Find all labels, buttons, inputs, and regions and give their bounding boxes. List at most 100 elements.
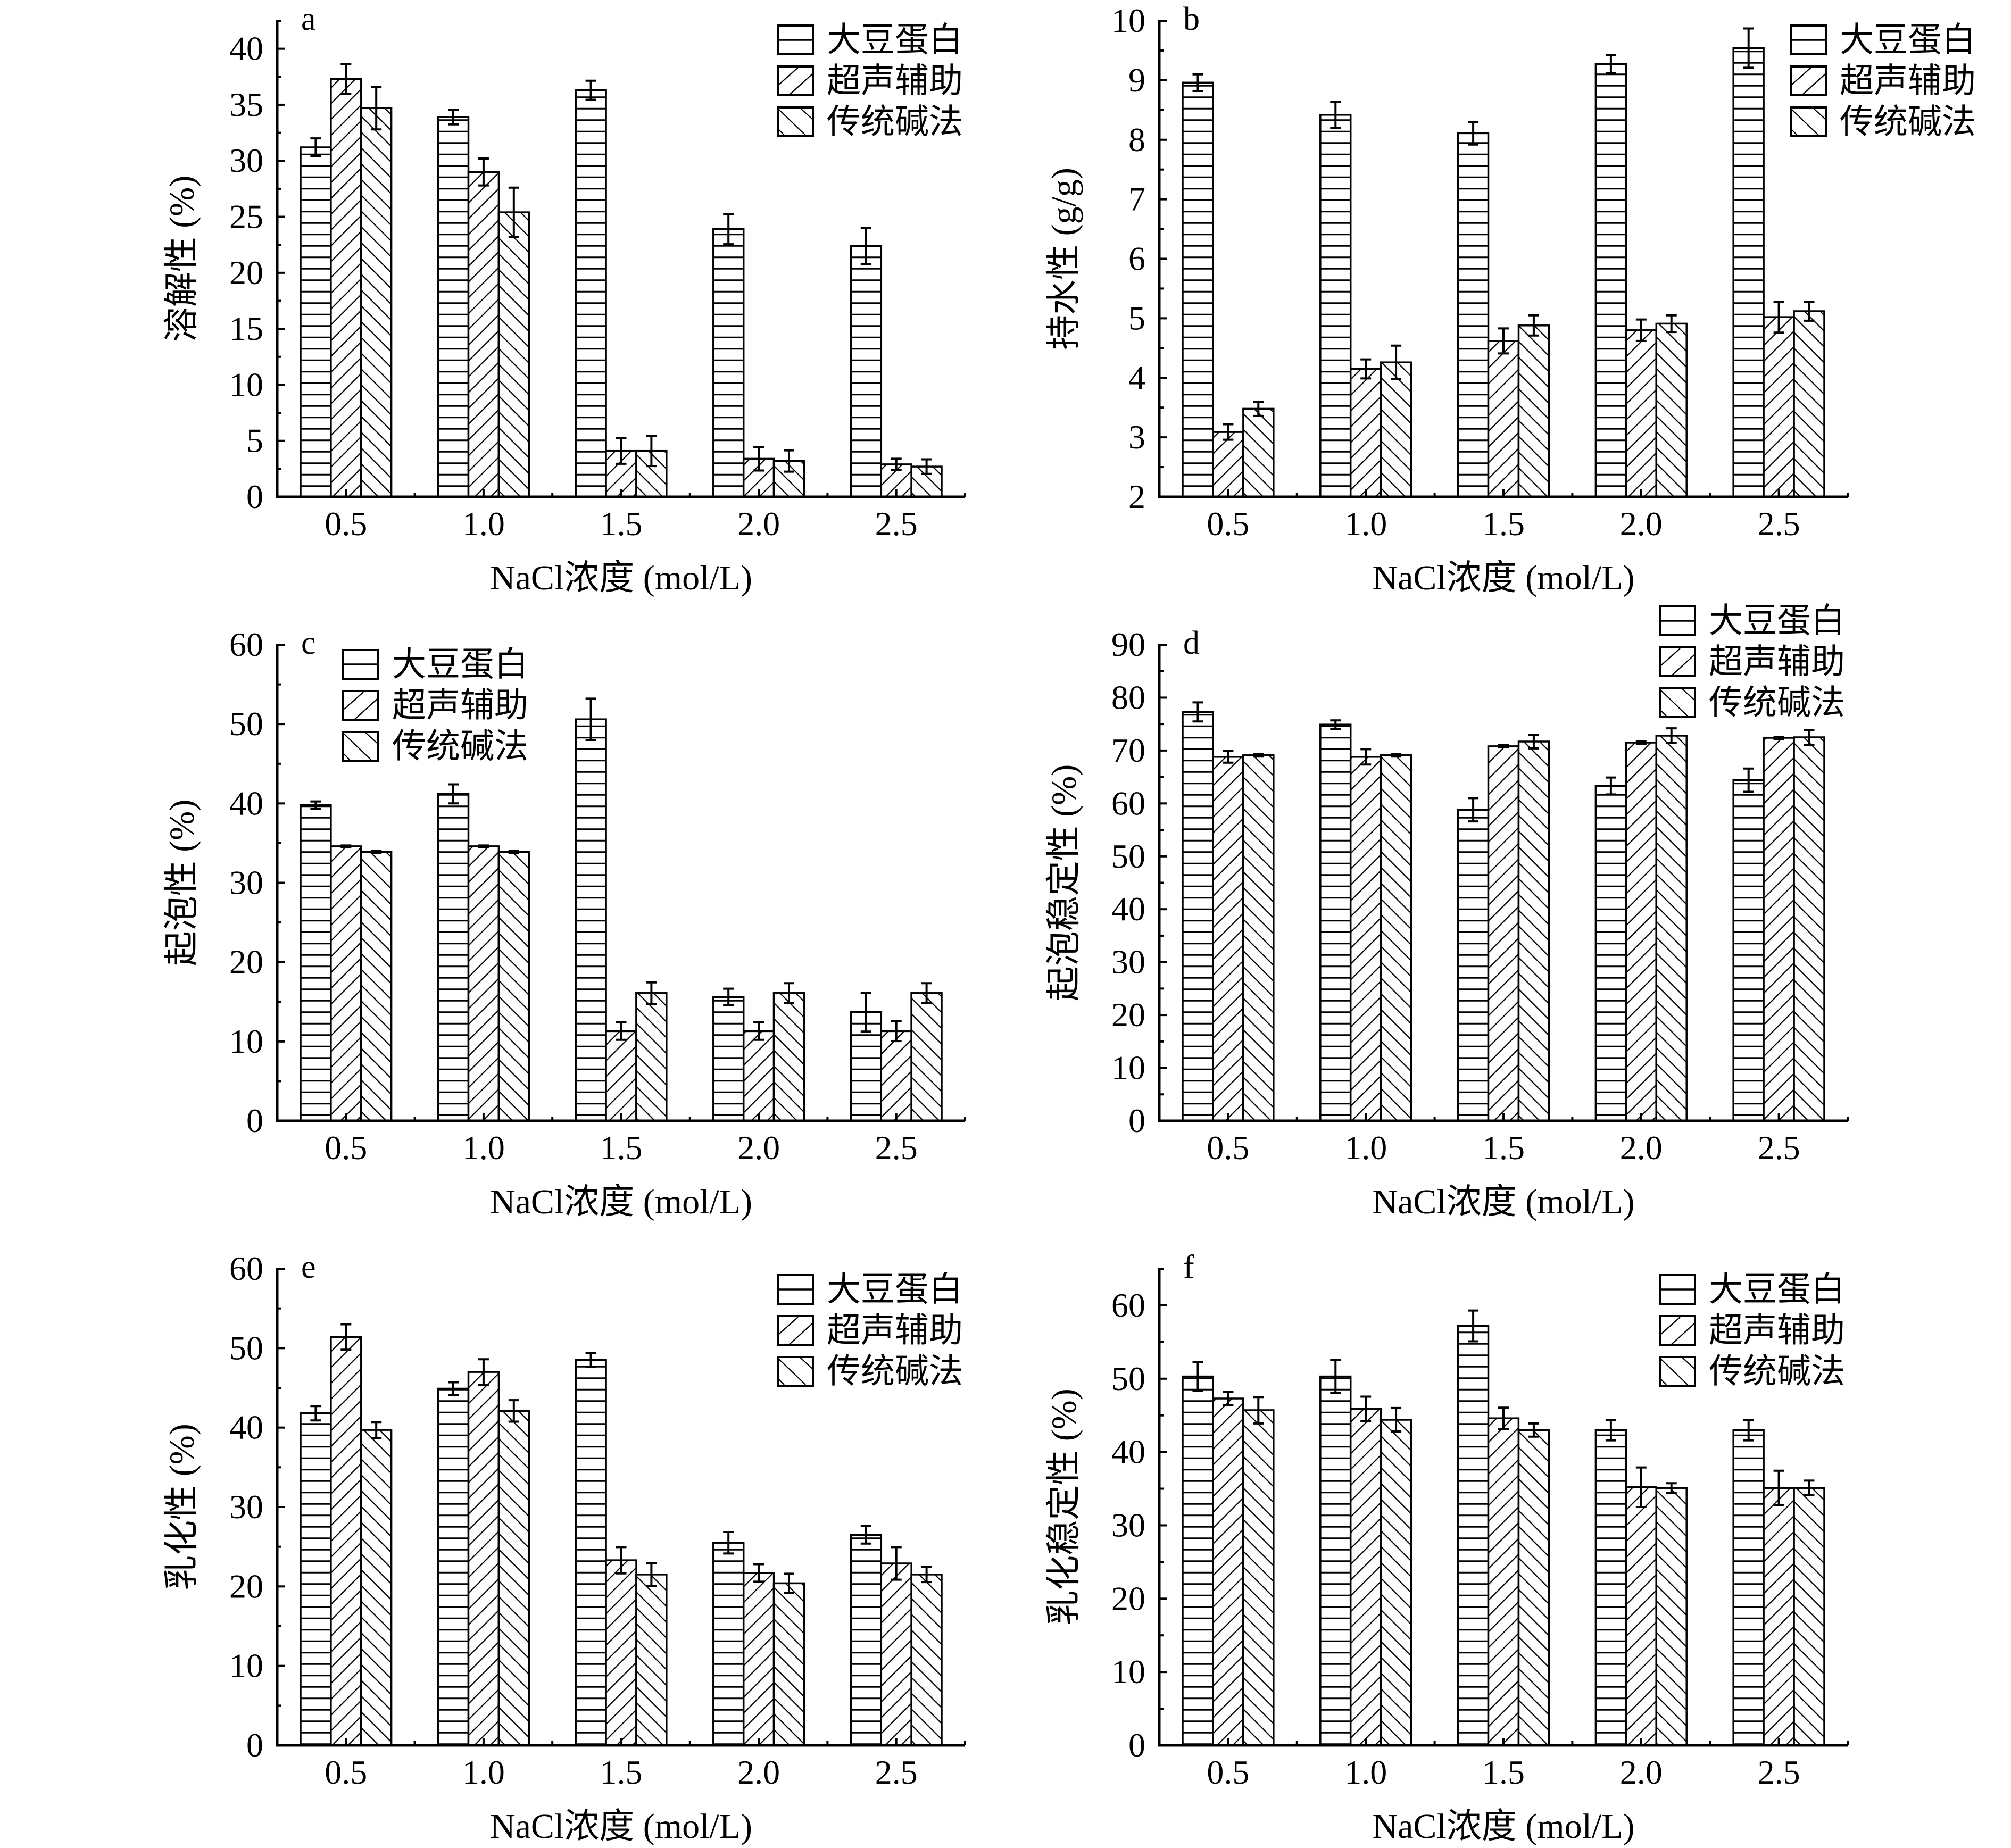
bar-traditional-alkali: [1242, 754, 1275, 1122]
error-bar-traditional-alkali: [1804, 301, 1815, 322]
legend-label: 传统碱法: [1840, 103, 1976, 141]
error-bar-soy-protein: [448, 109, 459, 126]
error-bar-ultrasound-assisted: [616, 437, 627, 465]
bar-traditional-alkali: [772, 992, 805, 1122]
error-bar-traditional-alkali: [1253, 1396, 1264, 1425]
bar-soy-protein: [1182, 711, 1214, 1122]
legend-item: 超声辅助: [1659, 1312, 1845, 1350]
x-tick-label: 1.5: [1482, 1129, 1525, 1167]
bar-ultrasound-assisted: [330, 845, 362, 1122]
legend-label: 大豆蛋白: [1840, 21, 1976, 59]
error-bar-traditional-alkali: [921, 458, 932, 475]
error-bar-ultrasound-assisted: [1635, 318, 1647, 342]
error-bar-soy-protein: [1468, 121, 1479, 146]
y-tick-label: 10: [229, 1022, 263, 1060]
bar-ultrasound-assisted: [467, 171, 500, 498]
legend-swatch-soy-protein: [777, 1274, 814, 1305]
legend-swatch-traditional-alkali: [777, 106, 814, 137]
bar-traditional-alkali: [635, 992, 668, 1122]
error-bar-ultrasound-assisted: [1223, 423, 1234, 441]
bar-soy-protein: [1319, 1375, 1352, 1746]
y-tick-label: 10: [1111, 1653, 1145, 1691]
bar-traditional-alkali: [1793, 736, 1825, 1122]
panel-label: d: [1183, 625, 1200, 661]
x-tick-label: 1.5: [1482, 1753, 1525, 1791]
error-bar-soy-protein: [1605, 1419, 1616, 1442]
x-axis-title: NaCl浓度 (mol/L): [1372, 559, 1634, 597]
panel-label: e: [301, 1249, 316, 1285]
y-tick-label: 5: [1128, 299, 1145, 337]
error-bar-ultrasound-assisted: [1360, 1395, 1372, 1422]
y-tick-label: 40: [229, 1409, 263, 1446]
y-tick-label: 35: [229, 86, 263, 123]
legend-swatch-traditional-alkali: [1659, 687, 1696, 718]
bar-ultrasound-assisted: [467, 1371, 500, 1746]
bar-group: [300, 1336, 943, 1746]
bar-soy-protein: [1732, 47, 1765, 498]
y-tick-label: 10: [229, 365, 263, 403]
y-tick-label: 2: [1128, 478, 1145, 515]
bar-ultrasound-assisted: [1349, 756, 1382, 1122]
legend-label: 传统碱法: [827, 1353, 963, 1391]
bar-ultrasound-assisted: [742, 1572, 775, 1746]
legend-item: 超声辅助: [1790, 62, 1976, 100]
bar-ultrasound-assisted: [1487, 1417, 1520, 1746]
error-bar-ultrasound-assisted: [1360, 748, 1372, 766]
bar-soy-protein: [1457, 132, 1490, 498]
legend-item: 传统碱法: [777, 1353, 963, 1391]
error-bar-soy-protein: [1330, 1359, 1341, 1394]
y-tick-label: 20: [229, 943, 263, 981]
y-tick-label: 60: [229, 1250, 263, 1287]
legend-swatch-soy-protein: [777, 24, 814, 55]
legend-swatch-soy-protein: [1659, 1274, 1696, 1305]
error-bar-ultrasound-assisted: [1223, 1391, 1234, 1406]
x-tick-label: 2.5: [875, 1129, 918, 1167]
bar-soy-protein: [300, 804, 332, 1122]
bar-group: [300, 718, 943, 1122]
y-tick-label: 50: [1111, 837, 1145, 875]
bar-ultrasound-assisted: [1212, 1397, 1244, 1746]
bar-ultrasound-assisted: [1763, 316, 1795, 498]
y-tick-label: 10: [1111, 1049, 1145, 1087]
bar-traditional-alkali: [1517, 324, 1550, 498]
x-axis-title: NaCl浓度 (mol/L): [1372, 1807, 1634, 1846]
error-bar-ultrasound-assisted: [753, 446, 764, 472]
legend-label: 大豆蛋白: [1709, 602, 1845, 640]
bar-ultrasound-assisted: [1625, 329, 1657, 498]
bar-soy-protein: [437, 1387, 470, 1746]
error-bar-traditional-alkali: [371, 850, 382, 854]
legend-item: 大豆蛋白: [777, 1271, 963, 1309]
y-tick-label: 20: [1111, 1579, 1145, 1617]
bar-ultrasound-assisted: [1487, 745, 1520, 1122]
legend-item: 传统碱法: [1790, 103, 1976, 141]
y-tick-label: 5: [246, 422, 263, 460]
y-tick-label: 0: [246, 478, 263, 515]
bar-traditional-alkali: [1655, 322, 1688, 498]
error-bar-traditional-alkali: [1528, 734, 1539, 750]
y-tick-label: 60: [1111, 784, 1145, 822]
legend-item: 大豆蛋白: [777, 21, 963, 59]
bar-soy-protein: [1594, 1429, 1627, 1746]
error-bar-traditional-alkali: [784, 982, 794, 1004]
error-bar-soy-protein: [585, 1352, 596, 1368]
error-bar-group: [1192, 1309, 1815, 1508]
bar-ultrasound-assisted: [1487, 340, 1520, 498]
y-tick-label: 8: [1128, 121, 1145, 159]
error-bar-ultrasound-assisted: [891, 1546, 902, 1581]
bar-traditional-alkali: [1380, 361, 1412, 498]
error-bar-traditional-alkali: [921, 982, 932, 1004]
error-bar-traditional-alkali: [508, 850, 519, 854]
x-tick-label: 2.0: [737, 1753, 780, 1791]
bar-ultrasound-assisted: [1625, 1486, 1657, 1746]
y-tick-label: 10: [229, 1647, 263, 1685]
y-tick-label: 9: [1128, 61, 1145, 99]
x-tick-label: 2.0: [737, 505, 780, 543]
error-bar-soy-protein: [1330, 101, 1341, 129]
y-axis-title: 乳化稳定性 (%): [1045, 1388, 1084, 1625]
legend-swatch-ultrasound-assisted: [777, 65, 814, 96]
x-tick-label: 2.5: [1758, 1753, 1800, 1791]
error-bar-soy-protein: [723, 1531, 734, 1555]
error-bar-traditional-alkali: [508, 1399, 519, 1423]
